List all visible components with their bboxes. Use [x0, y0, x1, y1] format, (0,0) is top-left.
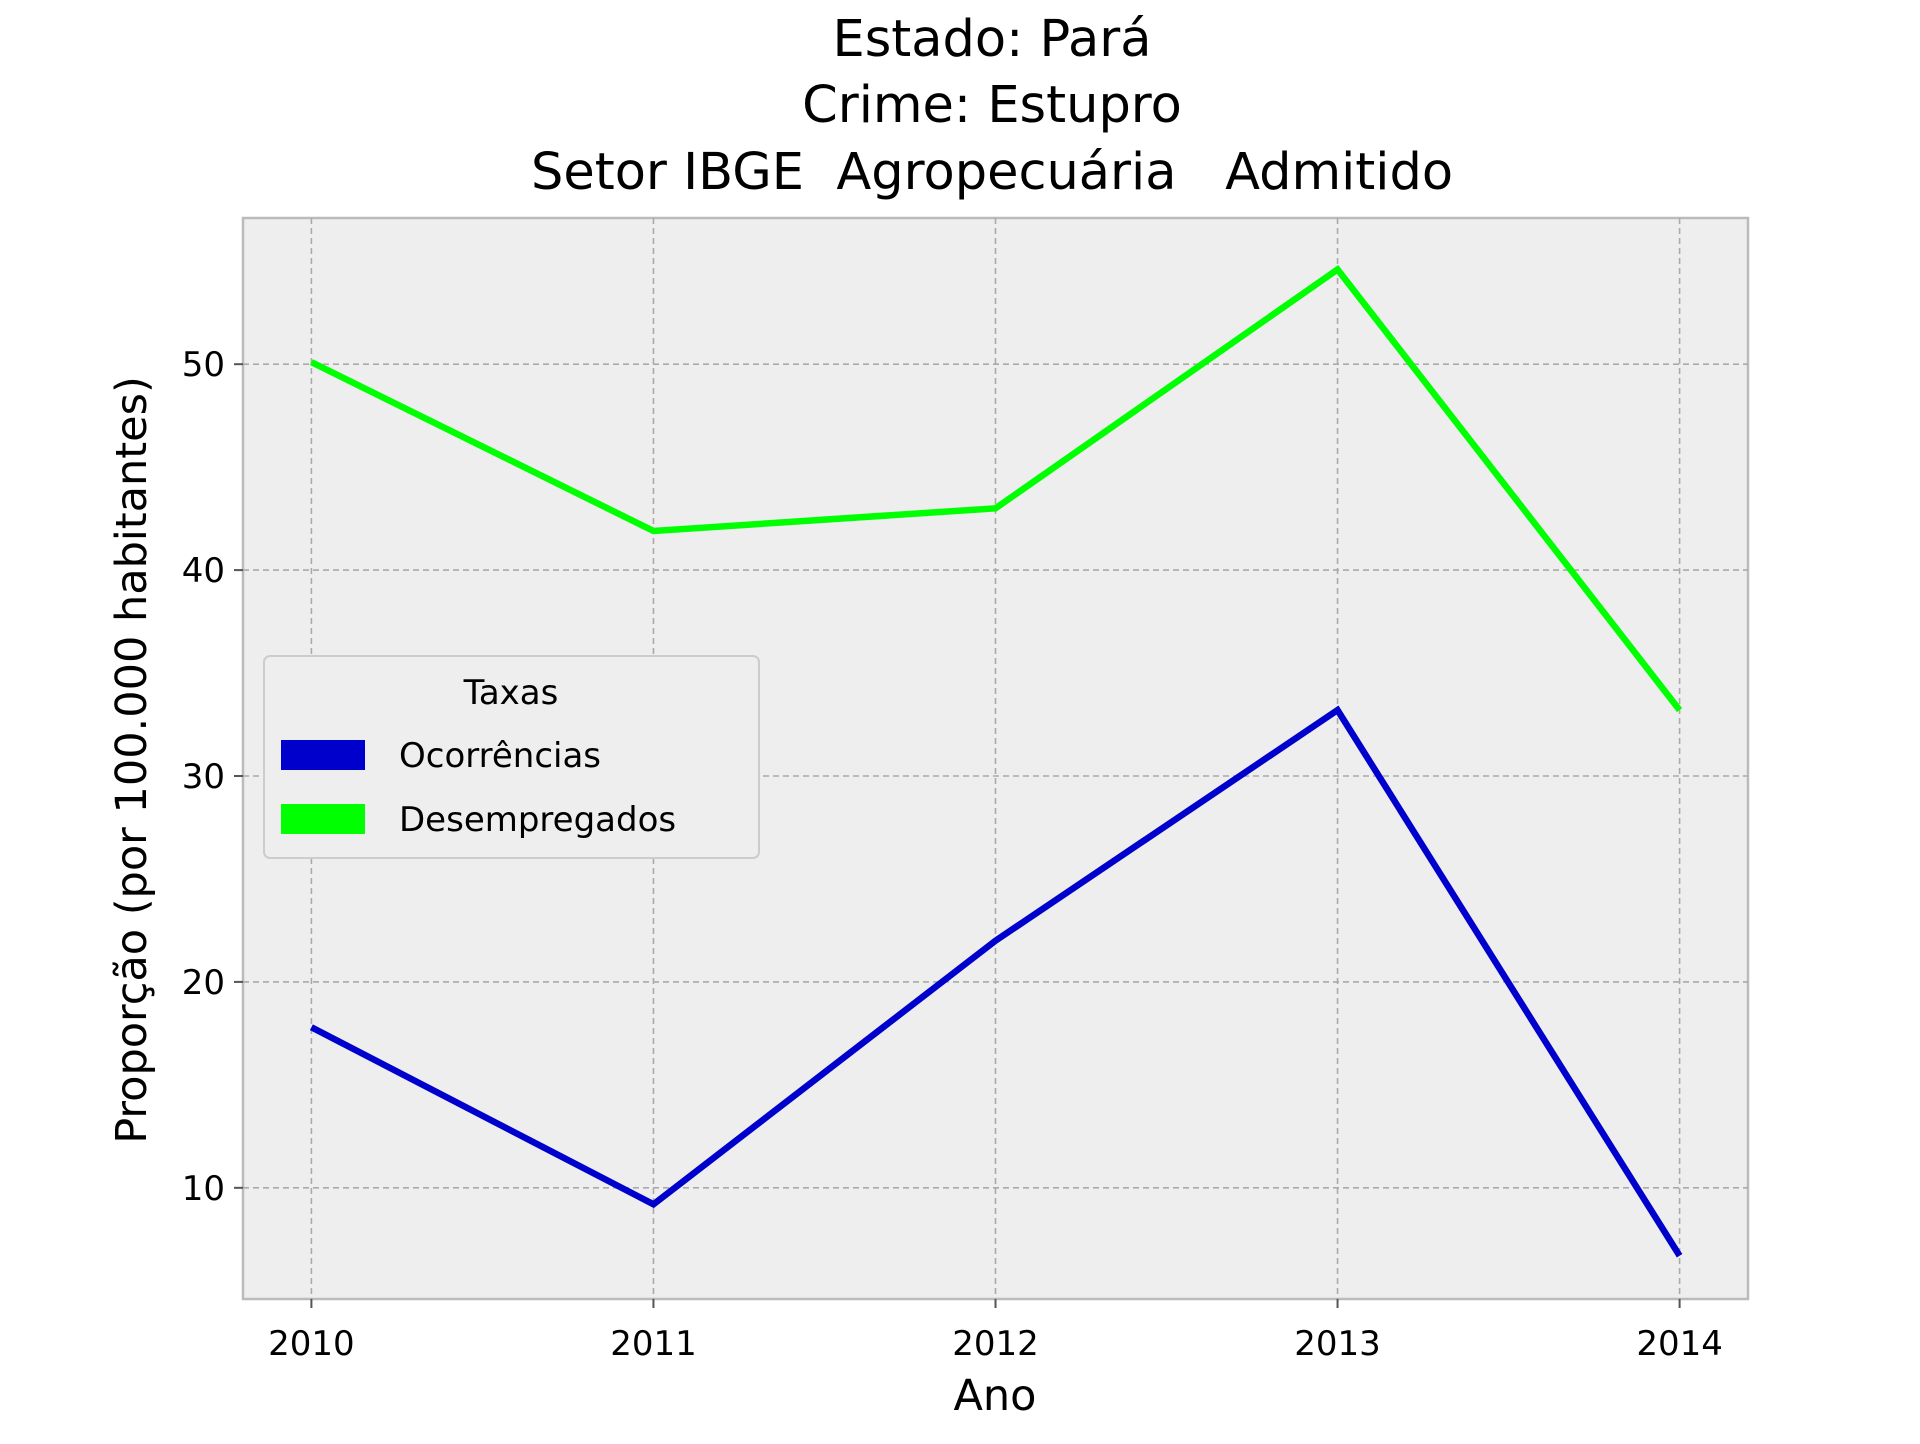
legend-label-desempregados: Desempregados	[399, 800, 676, 840]
x-tick-label: 2014	[1636, 1324, 1723, 1364]
x-axis-ticks: 2010 2011 2012 2013 2014	[268, 1299, 1723, 1364]
chart-title-line-3: Setor IBGE Agropecuária Admitido	[531, 143, 1453, 202]
legend-swatch-ocorrencias	[281, 740, 365, 770]
y-axis-ticks: 10 20 30 40 50	[182, 345, 243, 1209]
y-tick-label: 50	[182, 345, 225, 385]
series-line-1	[309, 265, 1683, 713]
y-tick-label: 40	[182, 551, 225, 591]
x-tick-label: 2011	[610, 1324, 697, 1364]
chart-title-line-1: Estado: Pará	[833, 10, 1152, 69]
series-lines	[309, 265, 1683, 1258]
y-axis-label: Proporção (por 100.000 habitantes)	[107, 376, 157, 1144]
y-tick-label: 10	[182, 1169, 225, 1209]
chart-title-line-2: Crime: Estupro	[802, 76, 1182, 135]
legend-swatch-desempregados	[281, 804, 365, 834]
legend-label-ocorrencias: Ocorrências	[399, 736, 601, 776]
y-tick-label: 20	[182, 963, 225, 1003]
legend-title: Taxas	[463, 673, 559, 713]
legend-box	[263, 655, 760, 859]
x-tick-label: 2012	[952, 1324, 1039, 1364]
legend: Taxas Ocorrências Desempregados	[263, 655, 760, 859]
grid-lines	[243, 218, 1748, 1299]
x-tick-label: 2013	[1294, 1324, 1381, 1364]
y-tick-label: 30	[182, 757, 225, 797]
series-line-0	[309, 705, 1683, 1258]
x-axis-label: Ano	[954, 1371, 1037, 1421]
x-tick-label: 2010	[268, 1324, 355, 1364]
